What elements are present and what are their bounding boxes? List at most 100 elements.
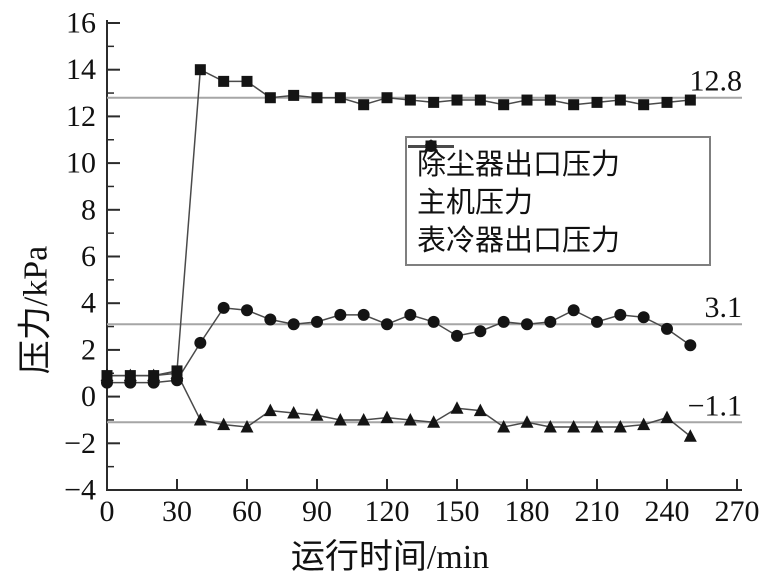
x-tick-label: 210 [575,495,620,528]
circle-marker-icon [614,308,627,321]
square-marker-icon [288,89,300,101]
triangle-marker-icon [333,412,347,426]
y-tick-label: 0 [81,380,96,413]
circle-marker-icon [591,315,603,328]
square-marker-icon [638,99,650,111]
triangle-marker-icon [637,417,651,431]
square-marker-icon [408,140,454,152]
circle-marker-icon [287,318,300,331]
y-tick-label: 12 [66,100,96,133]
y-tick-label: −2 [64,427,96,460]
square-marker-icon [241,75,253,87]
triangle-marker-icon [357,412,371,426]
reference-line-label: 12.8 [690,65,743,98]
legend-label: 表冷器出口压力 [417,225,621,257]
triangle-marker-icon [450,401,464,414]
legend-label: 主机压力 [417,187,534,219]
triangle-marker-icon [520,415,534,428]
x-tick-label: 60 [232,495,262,528]
triangle-marker-icon [613,419,627,433]
x-tick-label: 30 [162,495,192,528]
triangle-marker-icon [287,405,301,419]
x-tick-label: 240 [645,495,690,528]
triangle-marker-icon [310,408,324,421]
x-tick-label: 270 [715,495,760,528]
circle-marker-icon [357,308,370,321]
square-marker-icon [218,75,230,87]
circle-marker-icon [684,339,697,352]
triangle-marker-icon [380,410,394,424]
square-marker-icon [264,92,276,104]
legend-item-dust-collector-outlet: 除尘器出口压力 [408,139,701,181]
circle-marker-icon [497,315,510,328]
y-tick-label: 10 [66,147,96,180]
legend-item-main-engine: 主机压力 [408,140,701,219]
triangle-marker-icon [683,429,697,442]
circle-marker-icon [381,318,393,331]
square-marker-icon [684,94,696,106]
square-marker-icon [521,94,533,106]
triangle-marker-icon [240,419,254,433]
square-marker-icon [358,99,370,111]
y-axis-title: 压力/kPa [17,245,55,375]
square-marker-icon [334,92,346,104]
circle-marker-icon [194,336,207,349]
triangle-marker-icon [263,403,277,417]
series-line-circle [107,307,691,384]
triangle-marker-icon [427,415,441,428]
x-tick-label: 180 [505,495,550,528]
triangle-marker-icon [590,419,604,433]
triangle-marker-icon [660,410,674,424]
circle-marker-icon [521,318,533,331]
x-tick-label: 150 [435,495,480,528]
x-axis-title: 运行时间/min [290,539,490,575]
square-marker-icon [568,99,580,111]
reference-line-label: 3.1 [705,291,743,324]
circle-marker-icon [637,311,650,324]
circle-marker-icon [264,313,277,326]
y-tick-label: 14 [66,53,96,86]
triangle-marker-icon [473,403,487,417]
square-marker-icon [171,365,183,377]
legend: 除尘器出口压力 主机压力 表冷器出口压力 [405,136,711,266]
reference-line-label: −1.1 [688,389,742,422]
triangle-marker-icon [403,412,417,426]
square-marker-icon [311,92,323,104]
triangle-marker-icon [543,419,557,433]
square-marker-icon [381,92,393,104]
square-marker-icon [614,94,626,106]
square-marker-icon [194,64,206,76]
circle-marker-icon [544,315,557,328]
y-tick-label: 6 [81,240,96,273]
square-marker-icon [591,96,603,108]
triangle-marker-icon [217,417,231,431]
square-marker-icon [661,96,673,108]
triangle-marker-icon [497,419,511,433]
square-marker-icon [148,370,160,382]
circle-marker-icon [171,374,183,387]
circle-marker-icon [404,308,417,321]
x-tick-label: 120 [365,495,410,528]
series-line-triangle [107,372,691,437]
square-marker-icon [101,370,113,382]
y-tick-label: 16 [66,7,96,40]
square-marker-icon [474,94,486,106]
square-marker-icon [124,370,136,382]
circle-marker-icon [217,301,230,314]
square-marker-icon [404,94,416,106]
circle-marker-icon [427,315,440,328]
circle-marker-icon [661,322,673,335]
x-tick-label: 0 [100,495,115,528]
square-marker-icon [451,94,463,106]
x-tick-label: 90 [302,495,332,528]
y-tick-label: −4 [64,474,96,507]
legend-item-surface-cooler-outlet: 表冷器出口压力 [408,140,701,257]
y-tick-label: 4 [81,287,96,320]
legend-label: 除尘器出口压力 [417,149,621,181]
circle-marker-icon [567,304,580,317]
circle-marker-icon [241,304,253,317]
circle-marker-icon [474,325,487,338]
circle-marker-icon [334,308,347,321]
